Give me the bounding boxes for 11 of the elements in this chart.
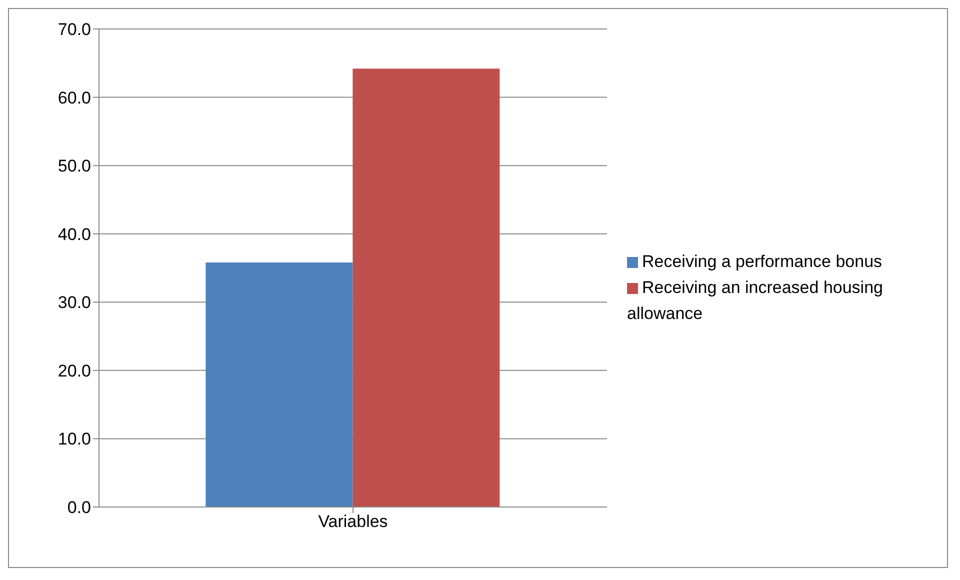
legend-label: Receiving a performance bonus [642,252,882,271]
y-tick-label: 60.0 [58,88,91,108]
y-tick-label: 30.0 [58,293,91,312]
y-tick-label: 50.0 [58,156,91,176]
legend-label: Receiving an increased housing allowance [627,278,883,323]
y-tick-label: 70.0 [58,20,91,40]
y-tick-label: 20.0 [58,361,91,380]
y-tick-label: 40.0 [58,224,91,244]
y-tick-label: 0.0 [67,498,91,518]
x-tick-label: Variables [318,512,388,532]
y-tick-label: 10.0 [58,430,91,449]
